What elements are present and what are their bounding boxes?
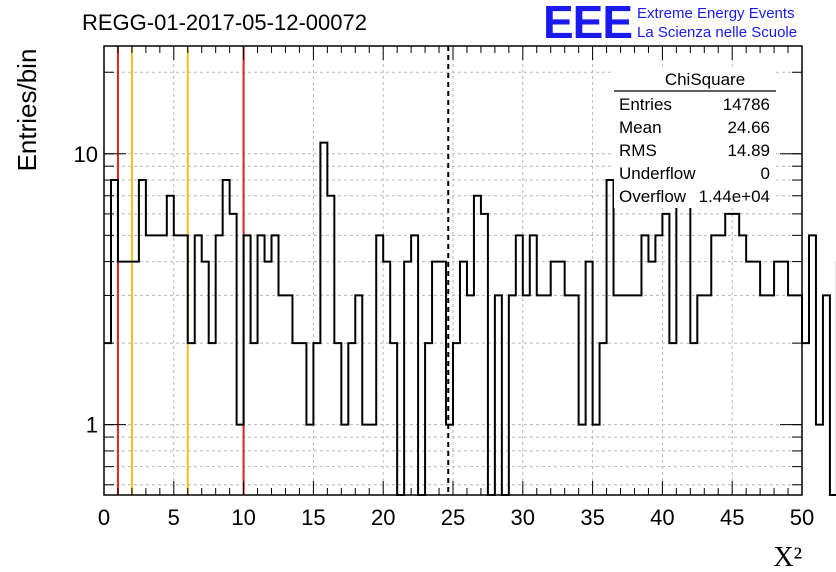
x-tick-label: 15	[301, 505, 325, 530]
x-tick-label: 5	[168, 505, 180, 530]
logo-mark: EEE	[543, 0, 633, 48]
stats-row-label: Underflow	[619, 164, 696, 183]
stats-row-value: 0	[761, 164, 770, 183]
stats-box: ChiSquare Entries 14786 Mean 24.66 RMS 14.89 Un…	[614, 68, 776, 208]
y-tick-label: 10	[74, 142, 98, 167]
stats-row-value: 24.66	[727, 118, 770, 137]
stats-row-value: 1.44e+04	[699, 187, 770, 206]
stats-row-value: 14.89	[727, 141, 770, 160]
stats-box-title: ChiSquare	[665, 70, 745, 89]
histogram-series	[104, 141, 836, 496]
x-tick-label: 25	[441, 505, 465, 530]
axis-ticks: 0 5 10 15 20 25 30 35 40 45 50 1 10	[74, 46, 814, 530]
y-axis-label: Entries/bin	[12, 49, 42, 172]
x-tick-label: 20	[371, 505, 395, 530]
stats-row-value: 14786	[723, 95, 770, 114]
x-tick-label: 35	[580, 505, 604, 530]
x-axis-label: X²	[773, 542, 802, 572]
x-tick-label: 40	[650, 505, 674, 530]
x-tick-label: 45	[720, 505, 744, 530]
stats-row-label: Overflow	[619, 187, 687, 206]
chart-title: REGG-01-2017-05-12-00072	[82, 10, 367, 35]
reference-lines	[116, 46, 450, 495]
stats-row-label: Entries	[619, 95, 672, 114]
y-tick-label: 1	[86, 413, 98, 438]
stats-row-label: RMS	[619, 141, 657, 160]
stats-row-label: Mean	[619, 118, 662, 137]
x-tick-label: 10	[231, 505, 255, 530]
x-tick-label: 0	[98, 505, 110, 530]
eee-logo: EEE Extreme Energy Events La Scienza nel…	[543, 0, 835, 48]
logo-subtitle-line1: Extreme Energy Events	[637, 5, 795, 22]
x-tick-label: 30	[511, 505, 535, 530]
x-tick-label: 50	[790, 505, 814, 530]
logo-subtitle-line2: La Scienza nelle Scuole	[637, 24, 798, 41]
